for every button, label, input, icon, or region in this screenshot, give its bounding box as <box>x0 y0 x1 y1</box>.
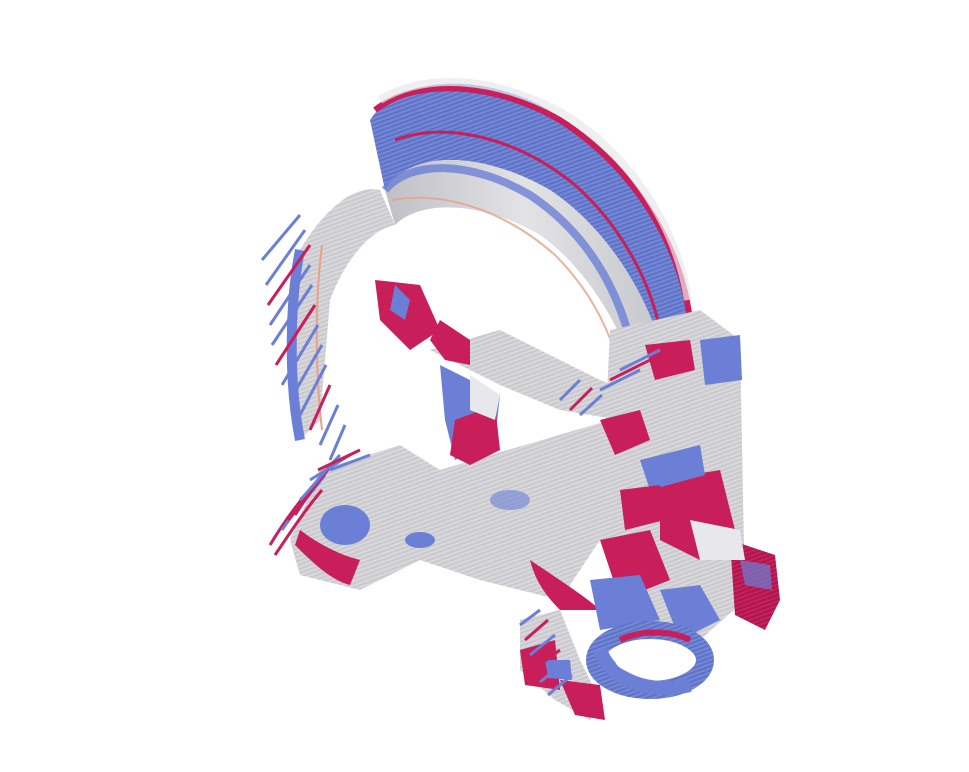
lower-hoop <box>586 621 714 699</box>
bottom-fringe <box>519 608 573 697</box>
left-fringe <box>260 214 347 461</box>
center-body <box>290 280 650 610</box>
lower-left-fringe <box>268 448 371 556</box>
right-fringe <box>558 348 661 417</box>
right-block <box>590 310 780 640</box>
left-curved-band <box>286 189 395 441</box>
